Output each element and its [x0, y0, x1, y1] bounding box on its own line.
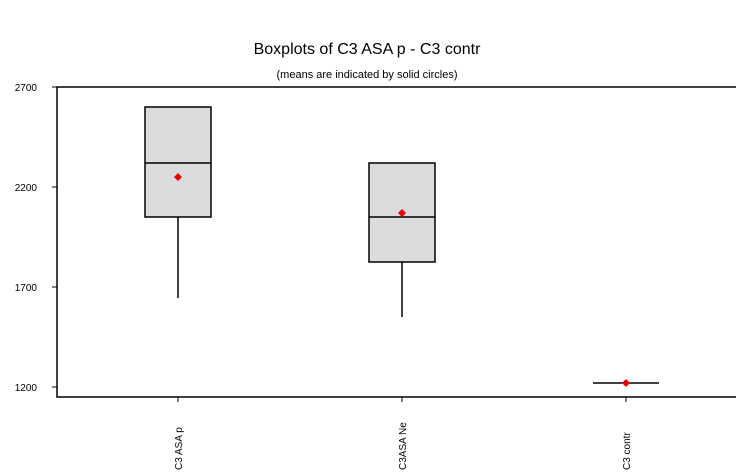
y-tick-label: 2200: [15, 183, 38, 194]
mean-marker: [174, 173, 182, 181]
x-tick-label: C3 ASA p: [174, 427, 185, 470]
chart-title: Boxplots of C3 ASA p - C3 contr: [254, 41, 481, 58]
y-tick-label: 1200: [15, 383, 38, 394]
y-tick-label: 2700: [15, 83, 38, 94]
box: [144, 106, 212, 218]
mean-marker: [622, 379, 630, 387]
chart-subtitle: (means are indicated by solid circles): [277, 69, 458, 81]
x-tick-label: C3 contr: [622, 432, 633, 470]
mean-marker: [398, 209, 406, 217]
x-tick-label: C3ASA Ne: [398, 422, 409, 470]
y-tick-label: 1700: [15, 283, 38, 294]
plot-frame: [56, 86, 736, 398]
plot-area: 1200 1700 2200 2700 C3 ASA p C3ASA Ne C3 contr: [15, 83, 736, 470]
